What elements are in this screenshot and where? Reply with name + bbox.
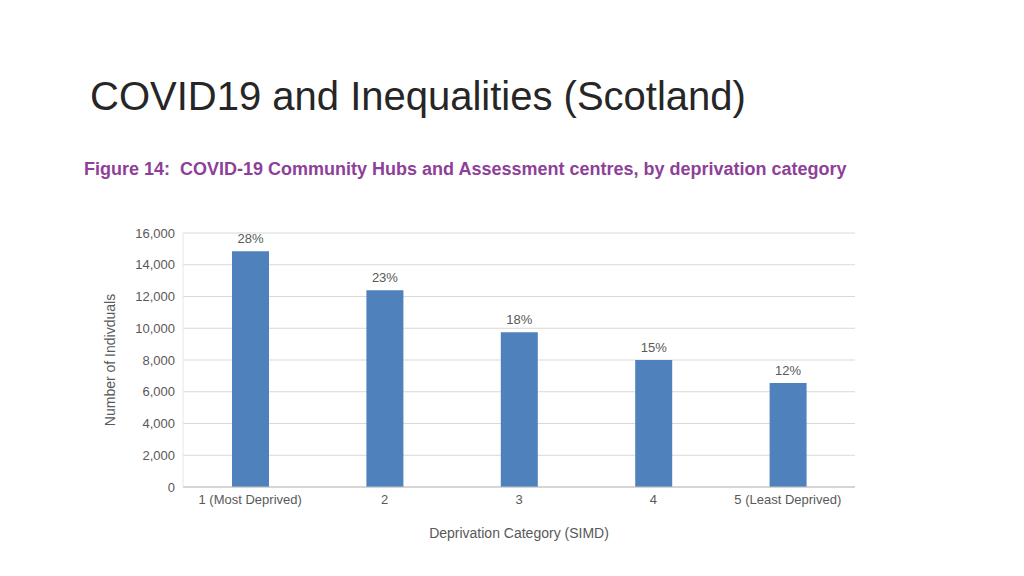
svg-text:6,000: 6,000 (142, 384, 175, 399)
svg-text:28%: 28% (237, 231, 263, 246)
svg-text:5 (Least Deprived): 5 (Least Deprived) (734, 492, 841, 507)
svg-text:8,000: 8,000 (142, 353, 175, 368)
svg-text:10,000: 10,000 (135, 321, 175, 336)
svg-text:Deprivation Category (SIMD): Deprivation Category (SIMD) (429, 525, 609, 541)
svg-text:1 (Most Deprived): 1 (Most Deprived) (199, 492, 302, 507)
svg-text:4,000: 4,000 (142, 416, 175, 431)
html-text:Figure 14: COVID-19 Community: Figure 14: COVID-19 Community Hubs and A… (84, 159, 847, 179)
svg-text:4: 4 (650, 492, 657, 507)
html-text:COVID19 and Inequalities (Scot: COVID19 and Inequalities (Scotland) (90, 74, 746, 118)
svg-text:Number of Indivduals: Number of Indivduals (102, 294, 118, 426)
svg-text:18%: 18% (506, 312, 532, 327)
svg-text:2: 2 (381, 492, 388, 507)
svg-text:23%: 23% (372, 270, 398, 285)
svg-text:0: 0 (168, 480, 175, 495)
svg-text:15%: 15% (641, 340, 667, 355)
svg-text:14,000: 14,000 (135, 257, 175, 272)
svg-text:16,000: 16,000 (135, 226, 175, 241)
svg-text:12,000: 12,000 (135, 289, 175, 304)
svg-text:12%: 12% (775, 363, 801, 378)
svg-text:3: 3 (515, 492, 522, 507)
svg-text:2,000: 2,000 (142, 448, 175, 463)
